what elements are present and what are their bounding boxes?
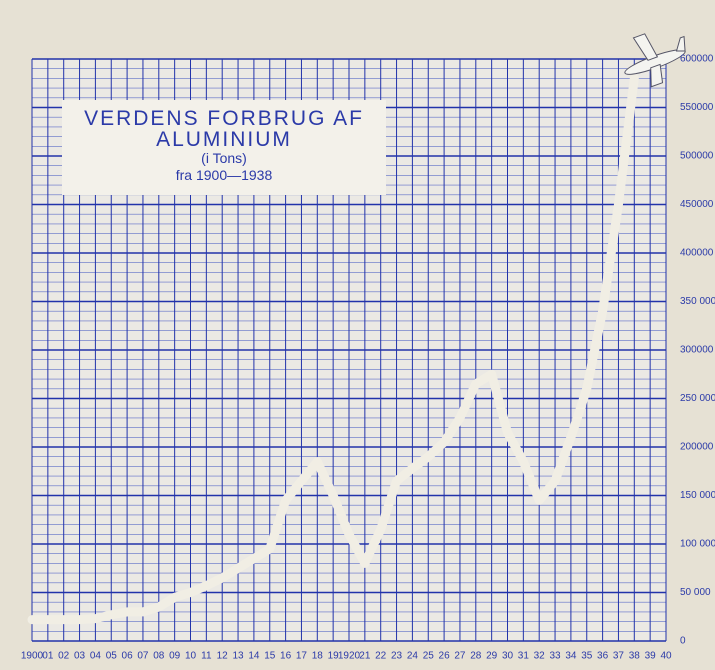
y-tick-label: 600000 [680, 54, 714, 65]
x-tick-label: 16 [280, 651, 292, 662]
x-tick-label: 03 [74, 651, 86, 662]
x-tick-label: 25 [423, 651, 435, 662]
x-tick-label: 01 [42, 651, 54, 662]
x-tick-label: 36 [597, 651, 609, 662]
x-tick-label: 38 [629, 651, 641, 662]
x-tick-label: 13 [232, 651, 244, 662]
x-tick-label: 17 [296, 651, 308, 662]
y-tick-label: 150 000 [680, 490, 715, 501]
x-tick-label: 26 [439, 651, 451, 662]
x-tick-label: 31 [518, 651, 530, 662]
y-tick-label: 550000 [680, 102, 714, 113]
title-box: VERDENS FORBRUG AF ALUMINIUM (i Tons) fr… [62, 100, 386, 195]
x-tick-label: 22 [375, 651, 387, 662]
y-tick-label: 250 000 [680, 393, 715, 404]
x-tick-label: 04 [90, 651, 102, 662]
x-tick-label: 1900 [21, 651, 44, 662]
x-tick-label: 07 [137, 651, 149, 662]
x-tick-label: 30 [502, 651, 514, 662]
y-tick-label: 50 000 [680, 587, 711, 598]
y-tick-label: 450000 [680, 199, 714, 210]
x-tick-label: 08 [153, 651, 165, 662]
x-tick-label: 14 [248, 651, 260, 662]
x-tick-label: 06 [122, 651, 134, 662]
x-tick-label: 11 [201, 651, 212, 662]
y-tick-label: 350 000 [680, 296, 715, 307]
page: 0 50 000 100 000 150 000 200000 250 000 300000… [0, 0, 715, 670]
x-tick-label: 24 [407, 651, 419, 662]
chart-title: VERDENS FORBRUG AF ALUMINIUM [82, 108, 366, 150]
y-tick-label: 0 [680, 636, 686, 647]
x-tick-label: 15 [264, 651, 276, 662]
x-tick-label: 29 [486, 651, 498, 662]
x-tick-label: 40 [660, 651, 672, 662]
x-tick-label: 02 [58, 651, 70, 662]
y-tick-label: 300000 [680, 345, 714, 356]
x-tick-label: 12 [217, 651, 229, 662]
x-tick-label: 32 [534, 651, 546, 662]
y-tick-label: 500000 [680, 151, 714, 162]
x-tick-label: 05 [106, 651, 118, 662]
x-tick-label: 27 [454, 651, 466, 662]
y-tick-label: 400000 [680, 248, 714, 259]
x-tick-label: 37 [613, 651, 625, 662]
x-tick-label: 18 [312, 651, 324, 662]
x-tick-label: 1920 [338, 651, 361, 662]
y-tick-label: 200000 [680, 442, 714, 453]
x-tick-label: 21 [359, 651, 371, 662]
x-tick-label: 33 [549, 651, 561, 662]
y-tick-label: 100 000 [680, 539, 715, 550]
x-tick-label: 34 [565, 651, 577, 662]
x-tick-label: 23 [391, 651, 403, 662]
x-tick-label: 09 [169, 651, 181, 662]
x-tick-label: 39 [645, 651, 657, 662]
subtitle: (i Tons) [62, 150, 386, 167]
x-tick-label: 10 [185, 651, 197, 662]
x-tick-label: 35 [581, 651, 593, 662]
period-note: fra 1900—1938 [62, 167, 386, 184]
x-tick-label: 28 [470, 651, 482, 662]
